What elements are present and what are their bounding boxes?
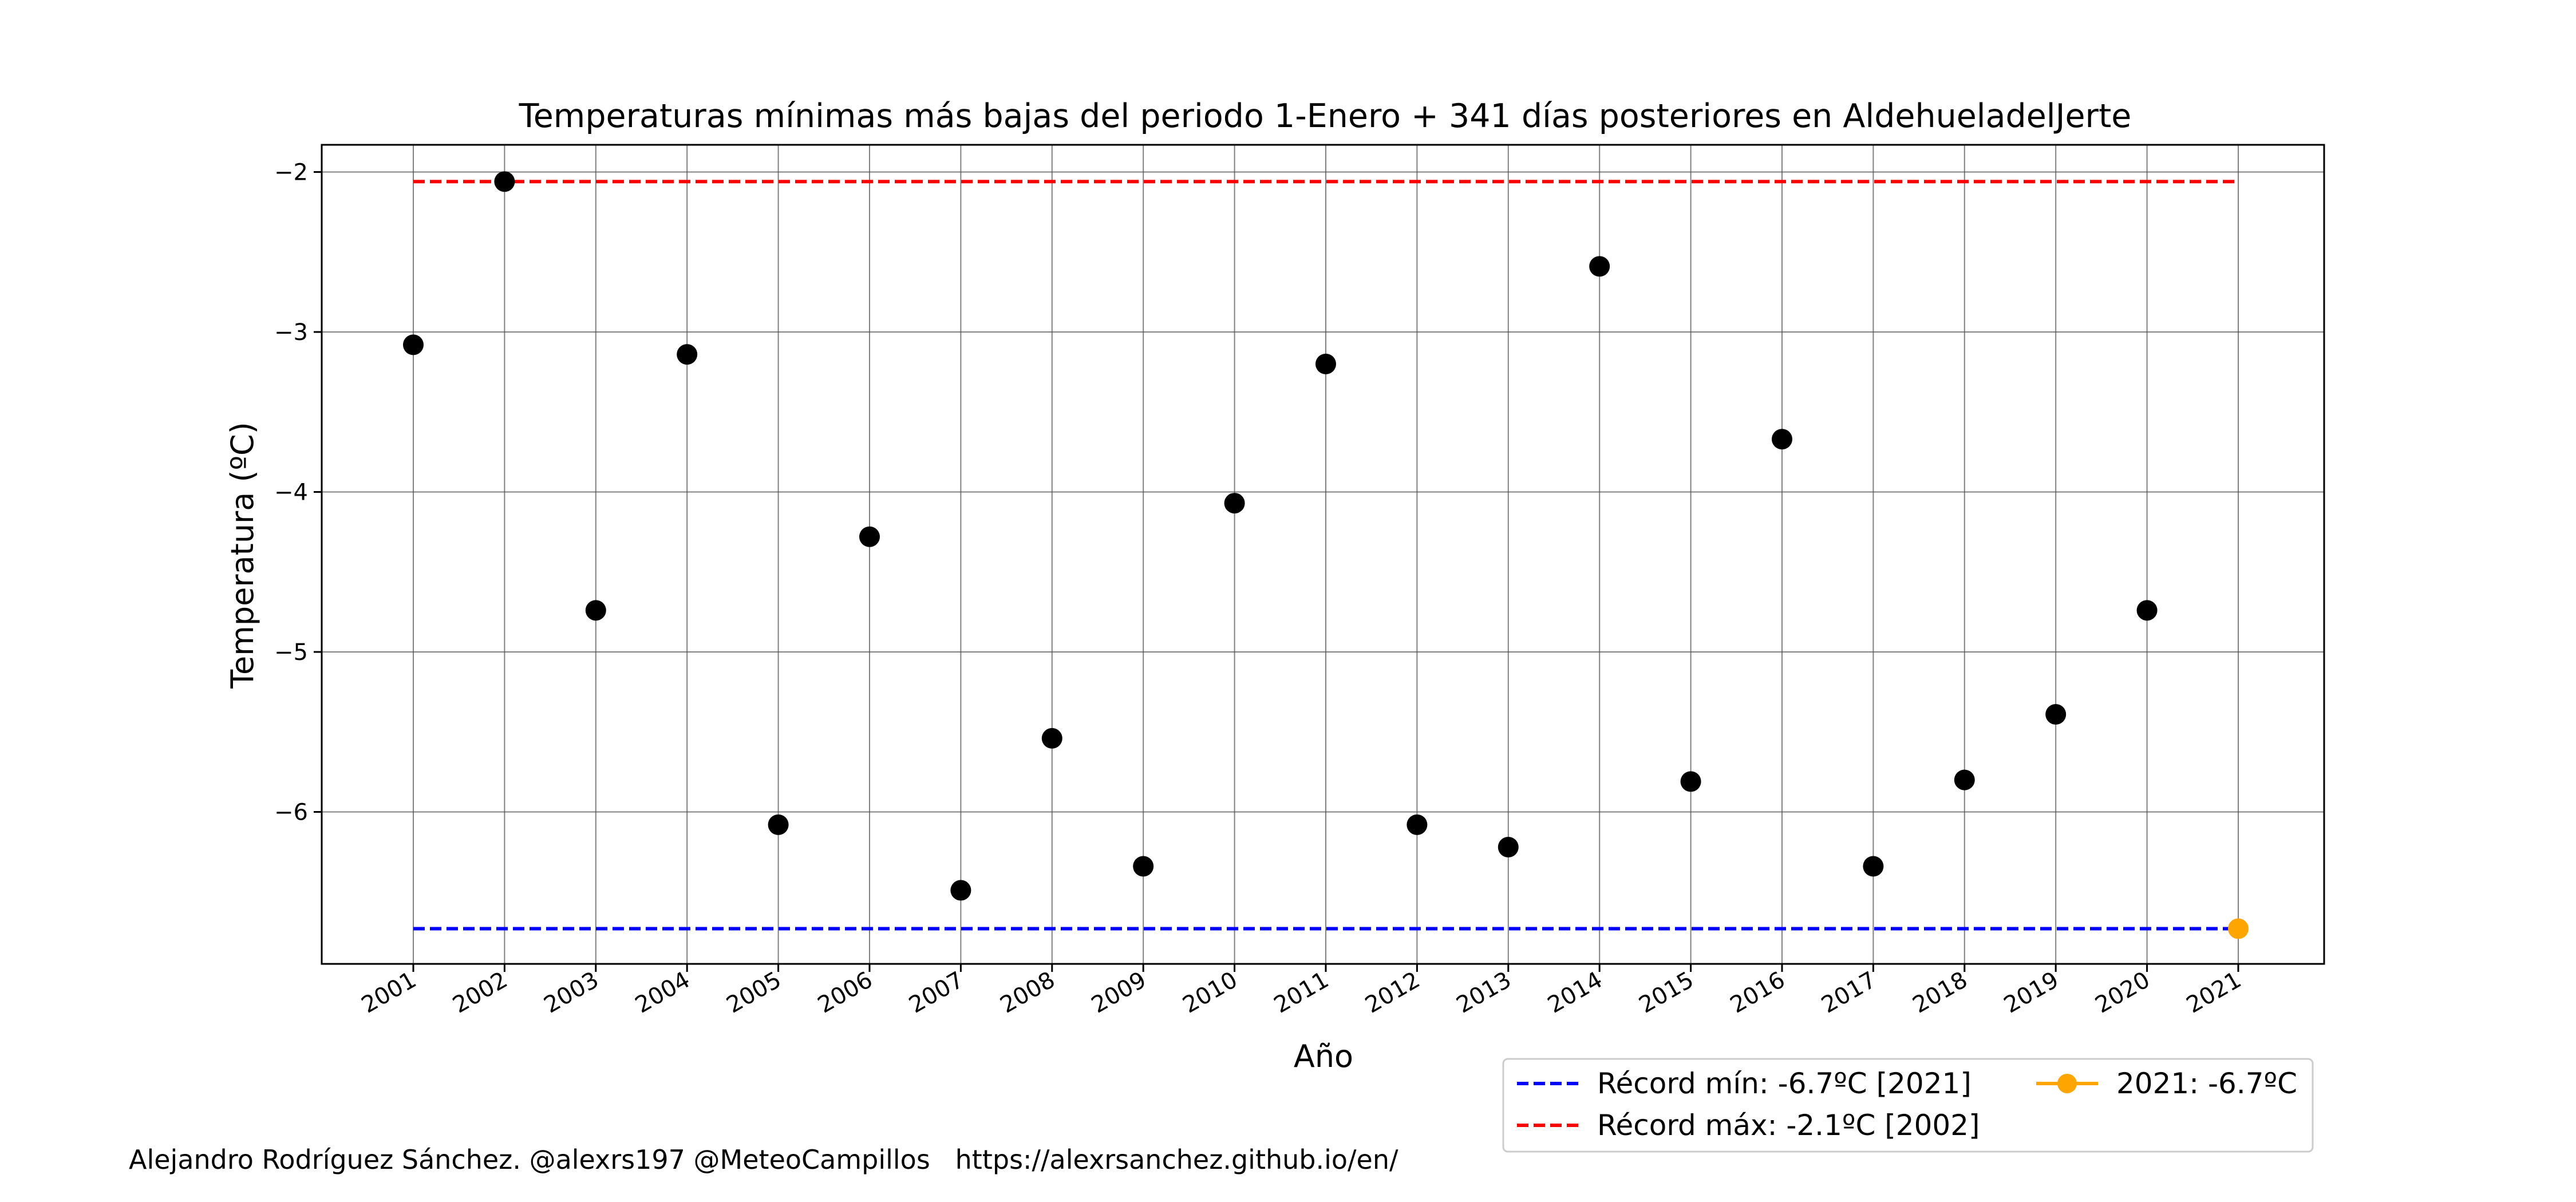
highlight-point	[2228, 918, 2249, 939]
data-point	[859, 526, 880, 547]
legend-label-2021: 2021: -6.7ºC	[2116, 1067, 2297, 1100]
x-tick-label: 2016	[1726, 967, 1789, 1019]
data-point	[2045, 703, 2067, 725]
legend-label-record-max: Récord máx: -2.1ºC [2002]	[1597, 1109, 1980, 1142]
x-axis-label: Año	[1294, 1038, 1353, 1074]
x-tick-label: 2015	[1634, 967, 1698, 1019]
data-point	[1680, 771, 1701, 792]
x-axis-ticks: 2001 2002 2003 2004 2005 2006 2007 2008 2009 2010…	[357, 964, 2246, 1019]
x-tick-label: 2013	[1452, 967, 1516, 1019]
data-point	[1224, 493, 1245, 514]
data-point	[677, 344, 698, 365]
data-point	[950, 880, 971, 901]
chart-title: Temperaturas mínimas más bajas del perio…	[519, 97, 2132, 135]
y-axis-label: Temperatura (ºC)	[224, 422, 260, 689]
x-tick-label: 2019	[2000, 967, 2063, 1019]
y-tick-label: −3	[274, 319, 308, 346]
x-tick-label: 2018	[1909, 967, 1972, 1019]
x-tick-label: 2020	[2091, 967, 2154, 1019]
data-point	[585, 600, 606, 621]
x-tick-label: 2012	[1361, 967, 1424, 1019]
data-point	[2136, 600, 2158, 621]
plot-frame	[321, 144, 2325, 965]
data-point	[1954, 769, 1975, 790]
y-tick-label: −2	[274, 160, 308, 186]
data-point	[1041, 727, 1062, 749]
x-tick-label: 2010	[1178, 967, 1242, 1019]
x-tick-label: 2001	[357, 967, 421, 1019]
data-point	[1315, 353, 1336, 374]
data-point	[1863, 856, 1884, 877]
x-tick-label: 2006	[813, 967, 877, 1019]
x-tick-label: 2002	[448, 967, 512, 1019]
data-point	[403, 334, 424, 355]
y-tick-label: −5	[274, 639, 308, 666]
x-tick-label: 2014	[1543, 967, 1607, 1019]
data-point	[1133, 856, 1154, 877]
data-points	[403, 171, 2249, 939]
data-point	[1589, 256, 1610, 277]
x-tick-label: 2009	[1087, 967, 1151, 1019]
legend-marker-2021	[2057, 1074, 2077, 1093]
data-point	[494, 171, 515, 192]
x-tick-label: 2021	[2182, 967, 2246, 1019]
x-tick-label: 2005	[722, 967, 785, 1019]
data-point	[1772, 429, 1792, 450]
x-tick-label: 2004	[631, 967, 694, 1019]
y-tick-label: −4	[274, 479, 308, 505]
footer-credit: Alejandro Rodríguez Sánchez. @alexrs197 …	[129, 1144, 1398, 1175]
data-point	[768, 814, 789, 835]
x-tick-label: 2003	[540, 967, 603, 1019]
legend-label-record-min: Récord mín: -6.7ºC [2021]	[1597, 1067, 1971, 1100]
x-tick-label: 2017	[1817, 967, 1880, 1019]
x-tick-label: 2007	[904, 967, 968, 1019]
reference-lines	[413, 180, 2238, 931]
x-tick-label: 2008	[996, 967, 1060, 1019]
legend: Récord mín: -6.7ºC [2021] Récord máx: -2…	[1502, 1058, 2314, 1153]
data-point	[1406, 814, 1428, 835]
data-point	[1498, 836, 1519, 857]
grid-lines	[322, 145, 2324, 964]
x-tick-label: 2011	[1270, 967, 1333, 1019]
legend-box	[1502, 1058, 2314, 1153]
y-axis-ticks: −2 −3 −4 −5 −6	[274, 160, 322, 825]
y-tick-label: −6	[274, 799, 308, 825]
